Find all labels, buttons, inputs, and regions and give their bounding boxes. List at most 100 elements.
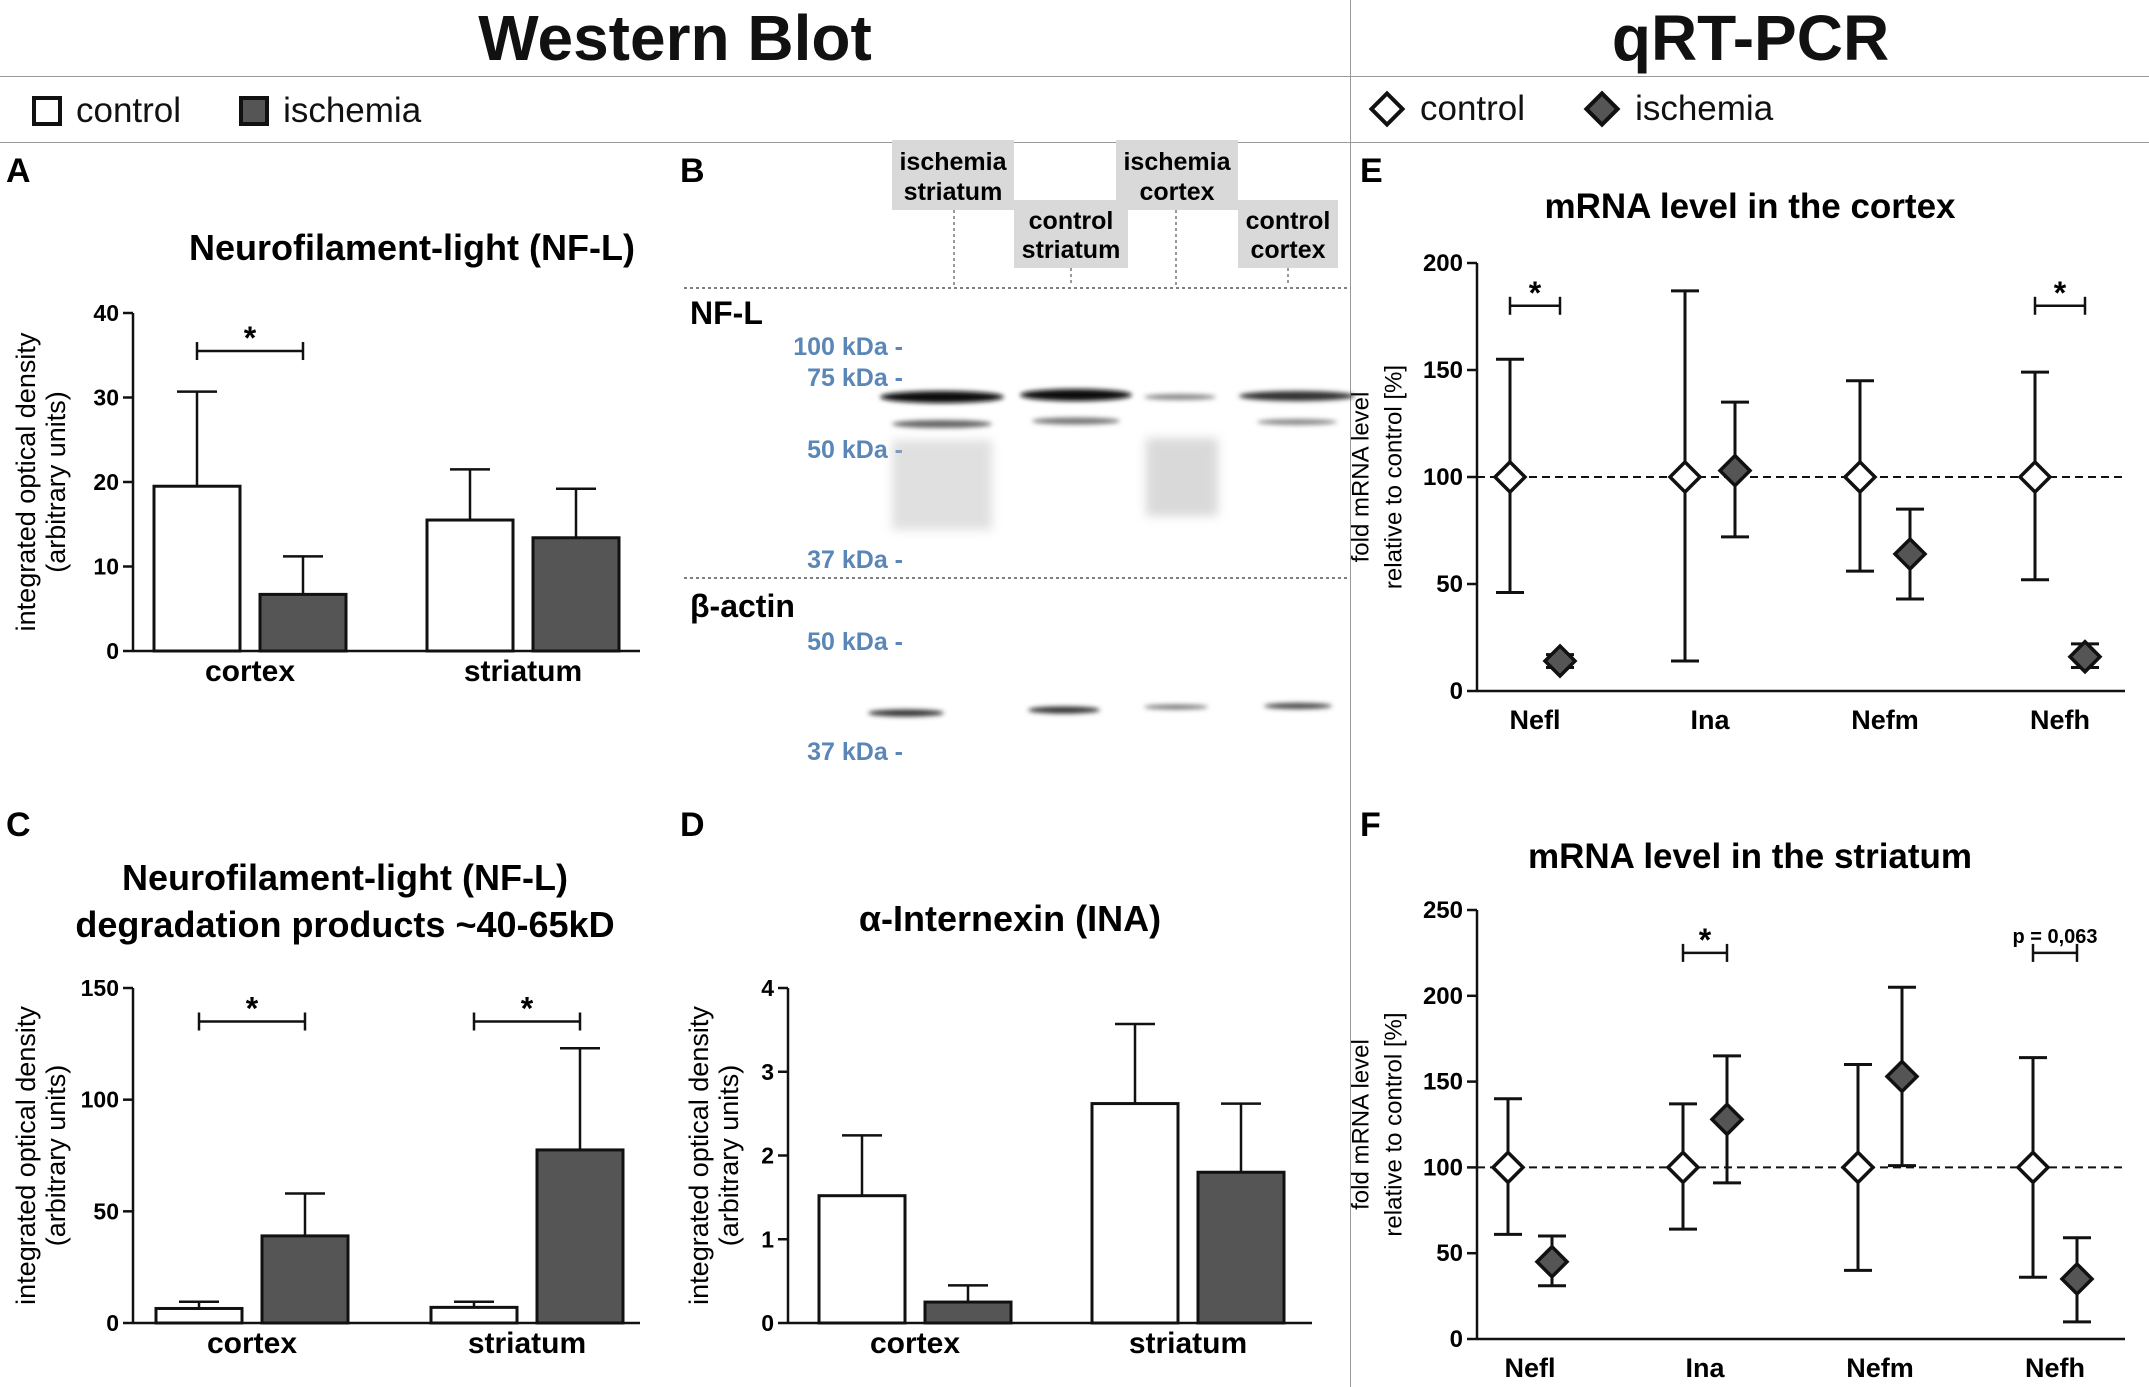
chart-f-title-line-1: mRNA level in the striatum bbox=[1528, 837, 1972, 876]
nfl-band-lane3 bbox=[1144, 394, 1216, 400]
chart-e-xlabel-Nefh: Nefh bbox=[2030, 705, 2090, 735]
panel-letter-b: B bbox=[680, 152, 705, 190]
chart-e-point-control-Nefh bbox=[2017, 459, 2053, 495]
chart-a-xlabel-striatum: striatum bbox=[464, 655, 582, 688]
chart-f-ytick-label-150: 150 bbox=[1423, 1069, 1463, 1096]
pcr-legend-control-label: control bbox=[1420, 89, 1526, 128]
qrt-pcr-header: qRT-PCR bbox=[1611, 2, 1890, 74]
nfl-marker-100: 100 kDa - bbox=[793, 333, 903, 361]
chart-c-xlabel-striatum: striatum bbox=[468, 1327, 586, 1360]
chart-a-ytick-label-0: 0 bbox=[106, 638, 119, 664]
chart-f-point-control-Nefm bbox=[1840, 1149, 1876, 1185]
chart-e-ylabel-line-2: relative to control [%] bbox=[1381, 365, 1408, 589]
lane-label-4-bg bbox=[1238, 200, 1338, 268]
header-divider bbox=[0, 76, 2149, 77]
chart-e-point-control-Ina bbox=[1667, 459, 1703, 495]
chart-e-point-ischemia-Nefm bbox=[1892, 536, 1928, 572]
chart-e-point-control-Nefl bbox=[1492, 459, 1528, 495]
chart-e-xlabel-Nefl: Nefl bbox=[1509, 705, 1560, 735]
chart-f-xlabel-Nefl: Nefl bbox=[1504, 1353, 1555, 1383]
lane-label-1-bg bbox=[892, 140, 1014, 210]
chart-c-bar-ischemia-striatum bbox=[535, 1148, 625, 1325]
lane-label-2: control striatum bbox=[1014, 200, 1128, 286]
charts-layer: A Neurofilament-light (NF-L) integrated op… bbox=[6, 152, 2125, 1383]
chart-c-sig-label-0: * bbox=[246, 991, 259, 1027]
chart-f-point-ischemia-Nefh bbox=[2059, 1261, 2095, 1297]
nfl-band-lane2-lower bbox=[1032, 417, 1120, 425]
chart-e-xlabel-Nefm: Nefm bbox=[1851, 705, 1919, 735]
lane-label-4-line2: cortex bbox=[1250, 236, 1325, 264]
chart-c-sig-label-1: * bbox=[521, 991, 534, 1027]
panel-letter-e: E bbox=[1360, 152, 1383, 190]
actin-band-lane4 bbox=[1264, 703, 1332, 709]
chart-a-ylabel-line-2: (arbitrary units) bbox=[41, 391, 71, 573]
chart-e-point-ischemia-Nefh bbox=[2067, 639, 2103, 675]
wb-legend-control-label: control bbox=[76, 91, 182, 130]
chart-f-point-control-Nefh bbox=[2015, 1149, 2051, 1185]
actin-band-lane1 bbox=[868, 709, 944, 717]
chart-d-bar-ischemia-cortex bbox=[923, 1300, 1013, 1325]
actin-marker-37: 37 kDa - bbox=[807, 738, 903, 766]
chart-f-ylabel-line-2: relative to control [%] bbox=[1381, 1012, 1408, 1236]
chart-d-ytick-label-4: 4 bbox=[761, 975, 774, 1001]
chart-e-ytick-label-50: 50 bbox=[1436, 571, 1463, 598]
chart-e-ytick-label-200: 200 bbox=[1423, 250, 1463, 277]
nfl-smear-lane1 bbox=[892, 440, 992, 530]
chart-f-point-ischemia-Ina bbox=[1709, 1101, 1745, 1137]
section-divider bbox=[1350, 0, 1351, 1387]
nfl-blot-label: NF-L bbox=[690, 295, 763, 331]
chart-d-bar-control-striatum bbox=[1090, 1102, 1180, 1325]
ischemia-swatch bbox=[239, 96, 270, 126]
chart-d-ytick-label-2: 2 bbox=[761, 1143, 774, 1169]
chart-f-ytick-label-200: 200 bbox=[1423, 983, 1463, 1010]
chart-f-ytick-label-250: 250 bbox=[1423, 897, 1463, 924]
nfl-band-lane4-lower bbox=[1257, 419, 1337, 425]
chart-f-point-control-Ina bbox=[1665, 1149, 1701, 1185]
chart-e-point-ischemia-Ina bbox=[1717, 453, 1753, 489]
chart-c-ytick-label-100: 100 bbox=[81, 1087, 119, 1113]
panel-letter-f: F bbox=[1360, 806, 1381, 844]
nfl-marker-75: 75 kDa - bbox=[807, 364, 903, 392]
chart-f-ytick-label-50: 50 bbox=[1436, 1240, 1463, 1267]
control-swatch bbox=[32, 96, 62, 126]
chart-c-ytick-label-150: 150 bbox=[81, 975, 119, 1001]
pcr-legend-control: control bbox=[1368, 89, 1525, 129]
chart-a-ytick-label-40: 40 bbox=[93, 300, 119, 326]
chart-f-point-control-Nefl bbox=[1490, 1149, 1526, 1185]
chart-f-xlabel-Ina: Ina bbox=[1685, 1353, 1725, 1383]
nfl-band-lane1-lower bbox=[892, 420, 992, 428]
wb-legend: control ischemia bbox=[32, 86, 461, 136]
chart-d-ylabel-line-2: (arbitrary units) bbox=[714, 1065, 744, 1247]
panel-letter-a: A bbox=[6, 152, 31, 190]
western-blot-panel: B ischemia striatum control striatum isc… bbox=[680, 140, 1355, 766]
chart-a-title-line-1: Neurofilament-light (NF-L) bbox=[189, 227, 635, 268]
chart-c-bar-control-striatum bbox=[429, 1305, 519, 1325]
chart-d-xlabel-cortex: cortex bbox=[870, 1327, 960, 1360]
nfl-bands bbox=[880, 389, 1355, 530]
lane-label-2-line2: striatum bbox=[1022, 236, 1121, 264]
lane-label-3: ischemia cortex bbox=[1116, 140, 1238, 286]
chart-f-ylabel-line-1: fold mRNA level bbox=[1348, 1039, 1375, 1210]
chart-f-xlabel-Nefm: Nefm bbox=[1846, 1353, 1914, 1383]
lane-label-4: control cortex bbox=[1238, 200, 1338, 286]
chart-e-point-ischemia-Nefl bbox=[1542, 643, 1578, 679]
legend-divider bbox=[0, 142, 2149, 143]
chart-d-xlabel-striatum: striatum bbox=[1129, 1327, 1247, 1360]
chart-e-ylabel-line-1: fold mRNA level bbox=[1348, 392, 1375, 563]
nfl-band-lane2 bbox=[1020, 389, 1132, 401]
panel-letter-d: D bbox=[680, 806, 705, 844]
chart-c-bar-ischemia-cortex bbox=[260, 1234, 350, 1325]
chart-a-ylabel-line-1: integrated optical density bbox=[11, 332, 41, 631]
chart-f-xlabel-Nefh: Nefh bbox=[2025, 1353, 2085, 1383]
chart-d-ytick-label-3: 3 bbox=[761, 1059, 774, 1085]
chart-c-ytick-label-50: 50 bbox=[93, 1198, 119, 1224]
lane-label-2-line1: control bbox=[1029, 207, 1114, 235]
nfl-band-lane1 bbox=[880, 391, 1004, 403]
chart-e-xlabel-Ina: Ina bbox=[1690, 705, 1730, 735]
wb-legend-control: control bbox=[32, 91, 181, 131]
nfl-marker-37: 37 kDa - bbox=[807, 546, 903, 574]
chart-f-ytick-label-100: 100 bbox=[1423, 1154, 1463, 1181]
chart-c-ylabel-line-1: integrated optical density bbox=[11, 1006, 41, 1305]
pcr-legend-ischemia: ischemia bbox=[1583, 89, 1773, 129]
chart-d-bar-control-cortex bbox=[817, 1194, 907, 1325]
